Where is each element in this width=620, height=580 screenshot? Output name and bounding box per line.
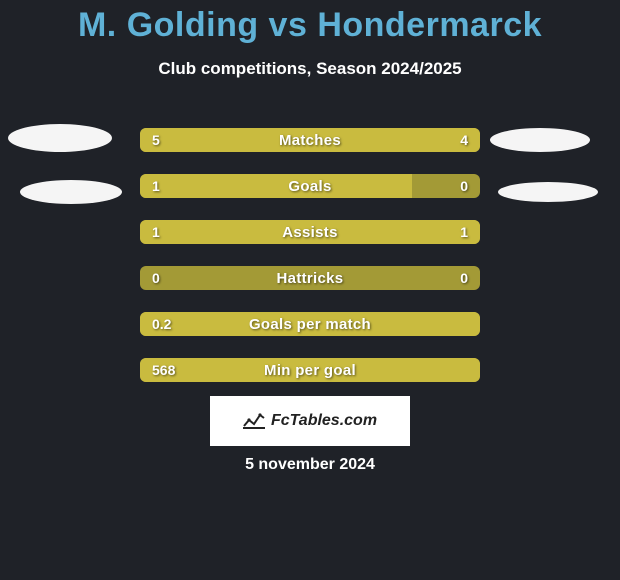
stat-row: 54Matches [140, 128, 480, 152]
stat-row: 11Assists [140, 220, 480, 244]
subtitle: Club competitions, Season 2024/2025 [0, 59, 620, 79]
stat-label: Goals [140, 174, 480, 198]
stat-label: Matches [140, 128, 480, 152]
stat-label: Goals per match [140, 312, 480, 336]
comparison-bars: 54Matches 10Goals 11Assists 00Hattricks 0.2G… [140, 128, 480, 404]
source-badge-text: FcTables.com [271, 412, 377, 430]
stat-row: 0.2Goals per match [140, 312, 480, 336]
left-oval-2 [20, 180, 122, 204]
stat-row: 00Hattricks [140, 266, 480, 290]
stat-label: Assists [140, 220, 480, 244]
stat-label: Min per goal [140, 358, 480, 382]
left-oval-1 [8, 124, 112, 152]
page-title: M. Golding vs Hondermarck [0, 6, 620, 45]
stat-row: 568Min per goal [140, 358, 480, 382]
stat-row: 10Goals [140, 174, 480, 198]
date-text: 5 november 2024 [0, 456, 620, 474]
fctables-logo-icon [243, 412, 265, 430]
canvas: M. Golding vs Hondermarck Club competiti… [0, 0, 620, 580]
right-oval-1 [490, 128, 590, 152]
stat-label: Hattricks [140, 266, 480, 290]
source-badge: FcTables.com [210, 396, 410, 446]
right-oval-2 [498, 182, 598, 202]
